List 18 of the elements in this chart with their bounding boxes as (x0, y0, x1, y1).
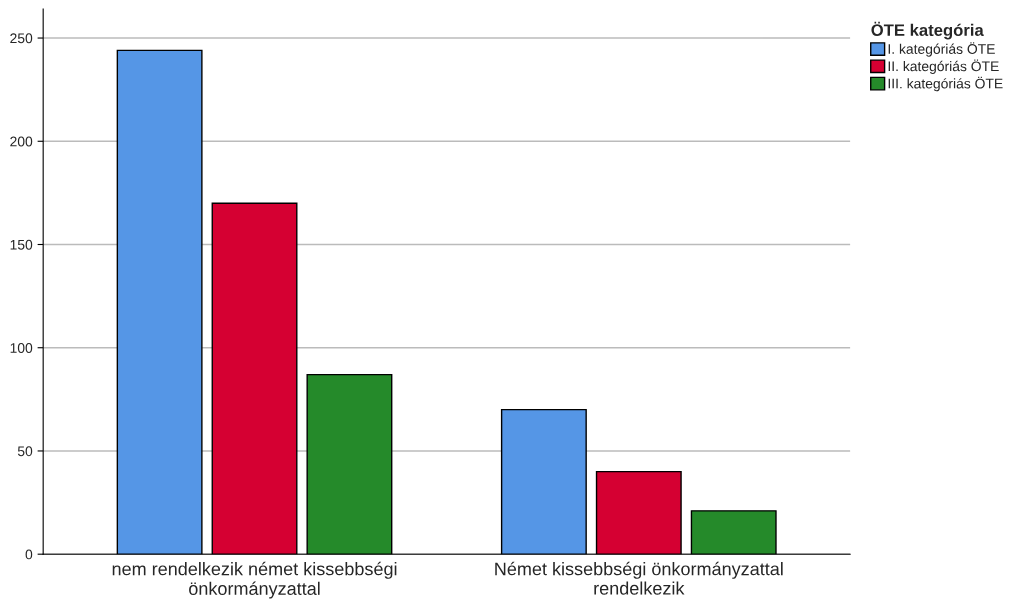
bar (595, 470, 682, 555)
y-tick-label: 0 (25, 549, 33, 560)
y-tick-label: 100 (10, 343, 33, 353)
x-tick-label: Német kissebbségi önkormányzattal rendelkezik (495, 561, 783, 595)
y-tick-label: 250 (10, 33, 33, 44)
x-tick-label: nem rendelkezik német kissebbségi önkormányzattal (112, 561, 397, 599)
bar (690, 510, 777, 555)
bar (306, 373, 393, 555)
legend-label: III. kategóriás ÖTE (888, 76, 1003, 92)
y-tick-label: 50 (17, 446, 33, 457)
bar (116, 49, 203, 555)
bar (211, 202, 298, 555)
legend-title: ÖTE kategória (871, 21, 984, 40)
bar (500, 408, 587, 555)
legend-label: II. kategóriás ÖTE (888, 59, 999, 74)
legend-label: I. kategóriás ÖTE (888, 42, 995, 57)
y-tick-label: 150 (10, 239, 33, 250)
y-tick-label: 200 (10, 136, 33, 147)
